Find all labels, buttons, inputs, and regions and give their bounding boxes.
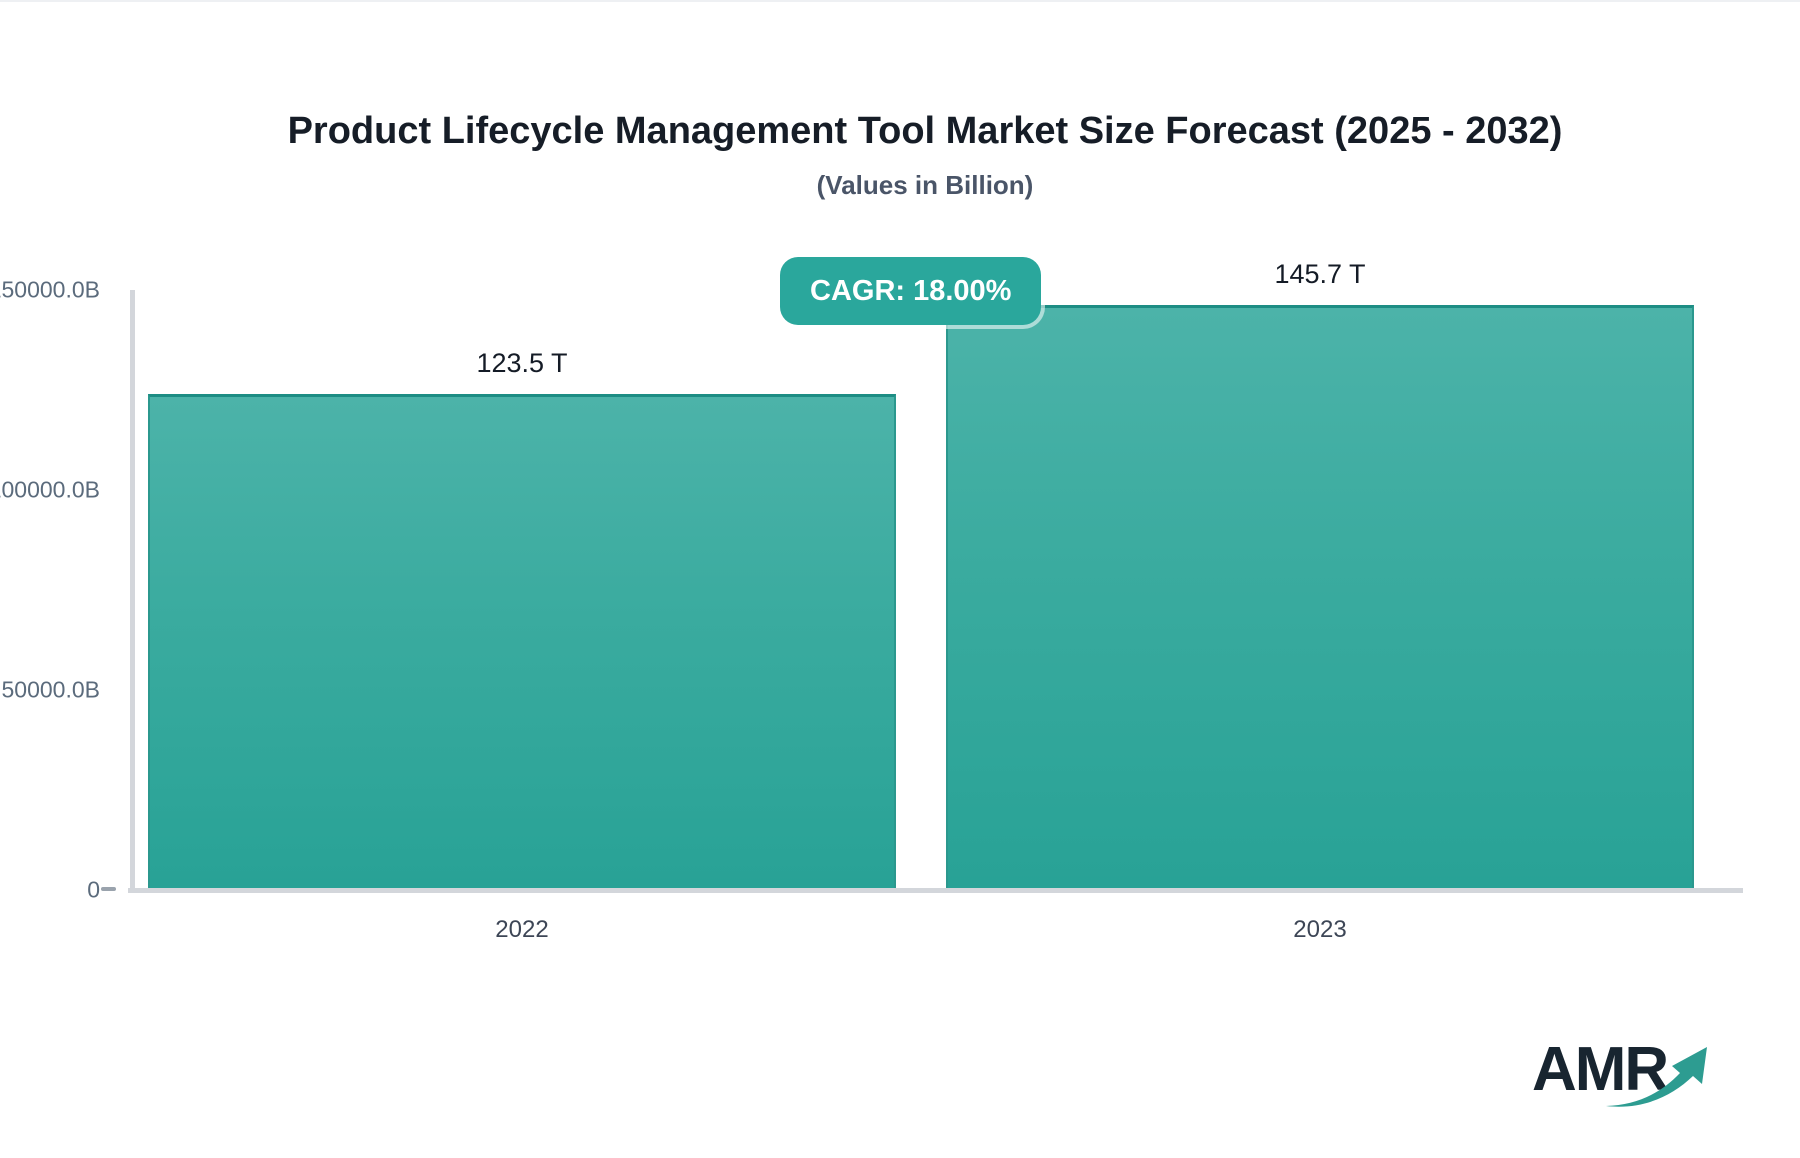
chart-subtitle: (Values in Billion) [816, 170, 1034, 200]
x-tick-label-2022: 2022 [495, 916, 549, 943]
y-tick-label: 50000.0B [1, 676, 100, 703]
y-tick-label: 100000.0B [0, 476, 100, 503]
bar-value-label-2023: 145.7 T [1274, 259, 1366, 290]
amr-logo: AMR [1532, 1034, 1722, 1124]
y-tick-label: 150000.0B [0, 276, 100, 303]
bar-value-label-2022: 123.5 T [476, 348, 568, 378]
x-tick-label-2023: 2023 [1293, 916, 1347, 943]
cagr-badge: CAGR: 18.00% [780, 257, 1042, 325]
bar-2023 [946, 305, 1694, 888]
y-axis-line [130, 290, 135, 890]
chart-title: Product Lifecycle Management Tool Market… [287, 110, 1563, 152]
x-axis-line [128, 888, 1743, 893]
zero-tick-mark [101, 887, 116, 891]
amr-logo-text: AMR [1532, 1035, 1669, 1104]
growth-arrow-icon [1606, 1047, 1707, 1107]
y-tick-label: 0 [87, 876, 100, 903]
bar-2022 [148, 394, 896, 888]
